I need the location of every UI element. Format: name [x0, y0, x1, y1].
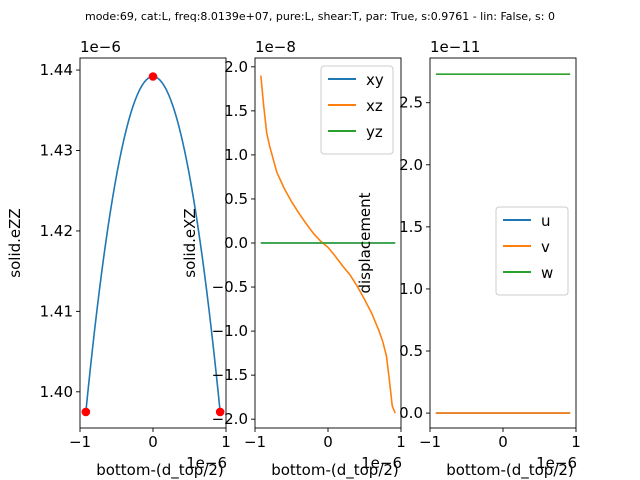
x-tick-label: −1	[419, 433, 441, 451]
y-offset-text: 1e−11	[430, 38, 480, 56]
legend: xy xz yz	[320, 65, 394, 155]
marker-point-3	[215, 407, 225, 417]
x-tick-label: 1	[571, 433, 581, 451]
series-line-xz	[260, 75, 396, 414]
legend-label-v: v	[541, 238, 550, 256]
x-tick-label: −1	[69, 433, 91, 451]
y-tick-label: 1.0	[224, 146, 248, 164]
plot-area	[80, 58, 226, 428]
y-tick-label: 2.5	[399, 94, 423, 112]
x-tick-label: 1	[221, 433, 231, 451]
legend-label-xz: xz	[366, 97, 383, 115]
y-axis-label: solid.eXZ	[181, 208, 199, 277]
subplot-1: −1 0 11.401.411.421.431.441e−61e−6bottom-(…	[6, 38, 231, 480]
x-axis-label: bottom-(d_top/2)	[271, 461, 399, 480]
marker-point-1	[81, 407, 91, 417]
y-tick-label: 1.0	[399, 280, 423, 298]
y-tick-label: 1.40	[40, 383, 73, 401]
x-tick-label: 1	[396, 433, 406, 451]
y-tick-label: −1.0	[212, 322, 248, 340]
x-axis-label: bottom-(d_top/2)	[96, 461, 224, 480]
x-tick-label: 0	[323, 433, 333, 451]
subplots: −1 0 11.401.411.421.431.441e−61e−6bottom-(…	[6, 38, 581, 480]
y-tick-label: 2.0	[224, 58, 248, 76]
x-offset-text: 1e−6	[186, 454, 227, 472]
legend-label-w: w	[541, 264, 553, 282]
x-tick-label: −1	[244, 433, 266, 451]
y-tick-label: 0.0	[399, 404, 423, 422]
y-tick-label: 1.5	[399, 218, 423, 236]
y-tick-label: 1.42	[40, 222, 73, 240]
y-axis-label: solid.eZZ	[6, 208, 24, 277]
y-tick-label: −2.0	[212, 410, 248, 428]
figure-title: mode:69, cat:L, freq:8.0139e+07, pure:L,…	[85, 10, 555, 23]
y-tick-label: 1.44	[40, 61, 73, 79]
y-tick-label: −1.5	[212, 366, 248, 384]
y-tick-label: 1.41	[40, 302, 73, 320]
y-axis-label: displacement	[356, 192, 374, 293]
y-tick-label: 2.0	[399, 156, 423, 174]
x-tick-label: 0	[148, 433, 158, 451]
x-offset-text: 1e−6	[361, 454, 402, 472]
subplot-3: −1 0 10.00.51.01.52.02.51e−111e−6bottom-(d…	[356, 38, 581, 480]
y-tick-label: 1.43	[40, 142, 73, 160]
y-tick-label: 0.5	[224, 190, 248, 208]
legend-label-u: u	[541, 212, 551, 230]
y-tick-label: −0.5	[212, 278, 248, 296]
y-offset-text: 1e−8	[255, 38, 296, 56]
x-offset-text: 1e−6	[536, 454, 577, 472]
legend: uvw	[495, 206, 569, 296]
y-tick-label: 0.0	[224, 234, 248, 252]
y-tick-label: 1.5	[224, 102, 248, 120]
y-offset-text: 1e−6	[80, 38, 121, 56]
marker-point-2	[148, 72, 158, 81]
subplot-2: −1 0 1 −2.0 −1.5 −1.0 −0.5 0.0 0.5 1.0 1.5 2.0 1e−8 1…	[181, 38, 406, 480]
legend-label-yz: yz	[366, 123, 383, 141]
x-axis-label: bottom-(d_top/2)	[446, 461, 574, 480]
legend-label-xy: xy	[366, 71, 384, 89]
x-tick-label: 0	[498, 433, 508, 451]
y-tick-label: 0.5	[399, 342, 423, 360]
